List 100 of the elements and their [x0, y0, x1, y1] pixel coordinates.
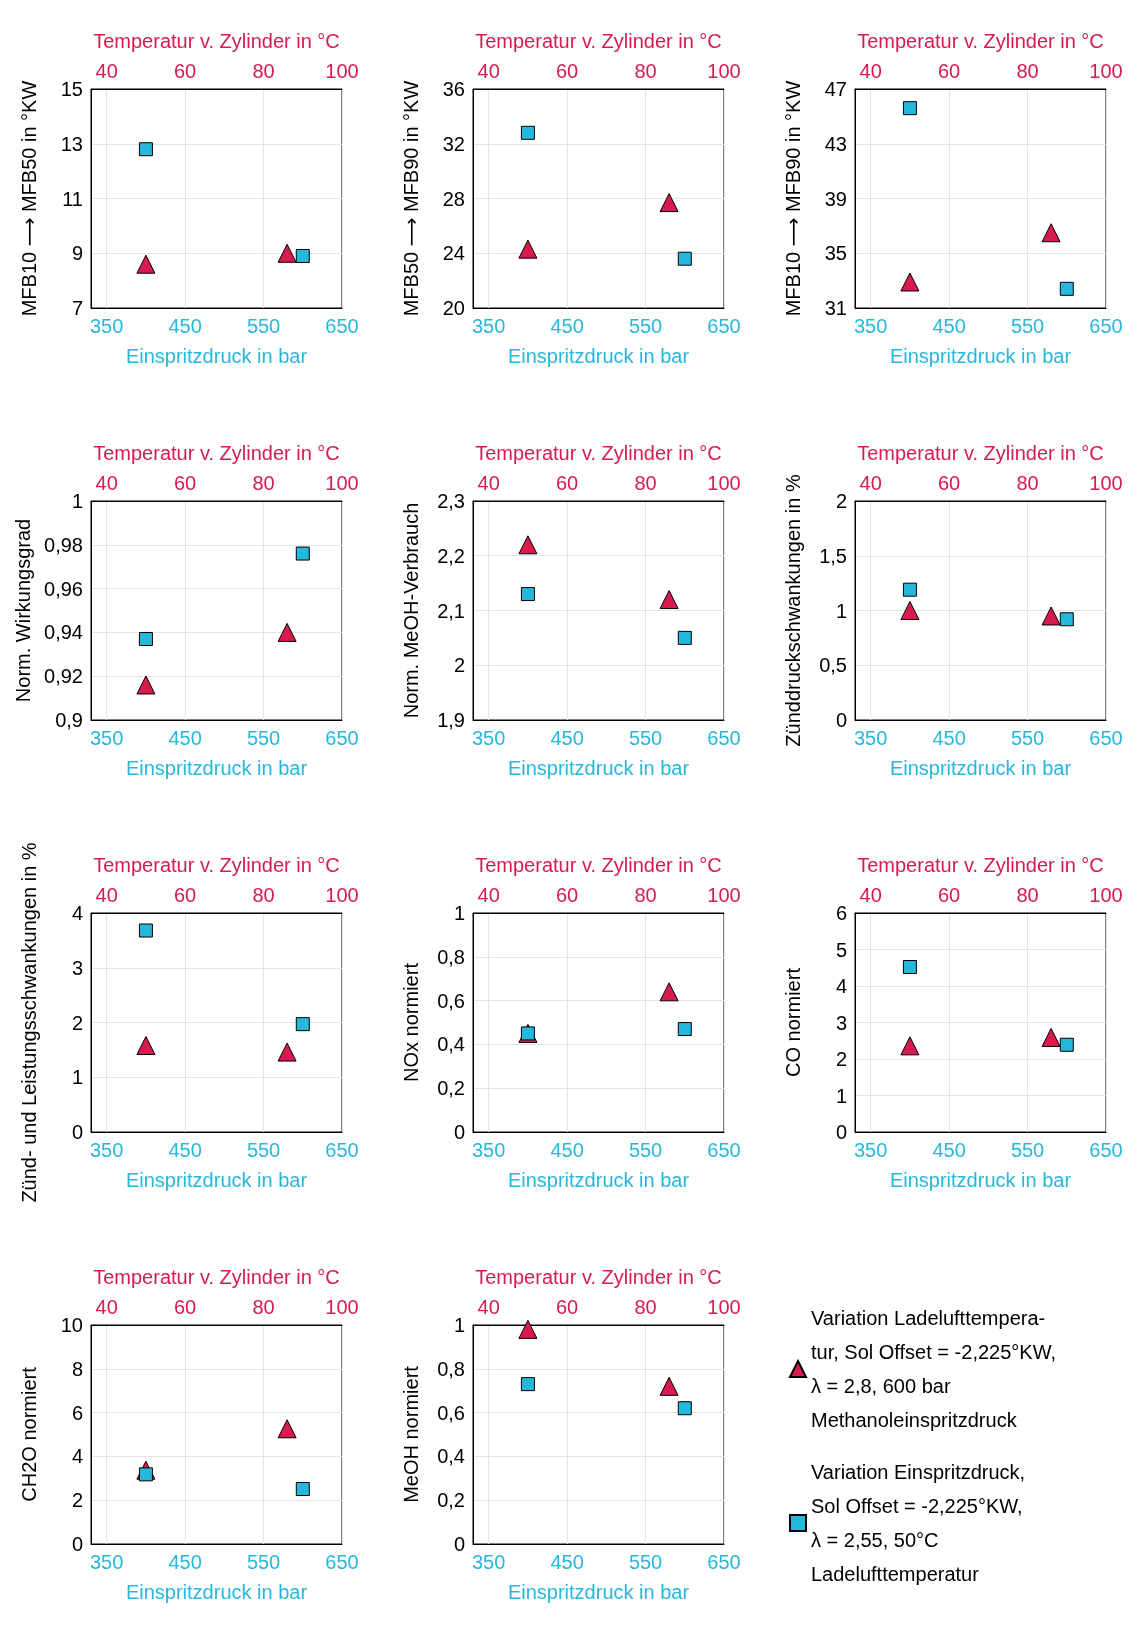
y-tick-label: 8	[71, 1357, 83, 1380]
y-tick-label: 1,5	[819, 544, 847, 567]
x2-tick-label: 40	[859, 472, 882, 494]
x-axis-title: Einspritzdruck in bar	[507, 1169, 690, 1191]
x-tick-label: 350	[90, 727, 124, 749]
x-tick-label: 450	[550, 315, 584, 337]
y-tick-label: 39	[824, 187, 847, 210]
y-tick-label: 2,3	[437, 490, 465, 512]
x-tick-label: 450	[932, 727, 966, 749]
y-tick-label: 2	[835, 1048, 847, 1070]
x2-tick-label: 100	[1089, 884, 1123, 906]
x-tick-label: 450	[932, 1139, 966, 1161]
y-axis-title: NOx normiert	[400, 962, 422, 1082]
x2-tick-label: 60	[938, 884, 961, 906]
x-tick-label: 550	[246, 727, 281, 749]
x2-axis-title: Temperatur v. Zylinder in °C	[475, 854, 722, 876]
y-tick-label: 1,9	[437, 709, 465, 731]
x2-axis-title: Temperatur v. Zylinder in °C	[857, 30, 1104, 52]
x-tick-label: 650	[325, 315, 359, 337]
x2-axis-title: Temperatur v. Zylinder in °C	[857, 442, 1104, 464]
y-tick-label: 0,8	[437, 1357, 465, 1380]
x-tick-label: 550	[246, 315, 281, 337]
y-tick-label: 2,1	[437, 599, 465, 622]
x2-tick-label: 60	[938, 60, 961, 82]
x-tick-label: 350	[854, 727, 888, 749]
y-tick-label: 0,6	[437, 1401, 465, 1424]
y-tick-label: 28	[442, 187, 465, 210]
y-tick-label: 1	[71, 1066, 83, 1089]
y-tick-label: 0,4	[437, 1445, 465, 1468]
x-axis-title: Einspritzdruck in bar	[125, 757, 308, 779]
x2-tick-label: 100	[325, 472, 359, 494]
x-tick-label: 550	[1010, 315, 1045, 337]
y-tick-label: 1	[453, 902, 465, 924]
y-tick-label: 0,8	[437, 945, 465, 968]
y-tick-label: 1	[71, 490, 83, 512]
x2-tick-label: 80	[252, 1296, 275, 1318]
x2-tick-label: 60	[174, 472, 197, 494]
y-axis-title: MFB10 ⟶ MFB90 in °KW	[782, 80, 804, 317]
y-tick-label: 5	[835, 938, 847, 961]
x2-tick-label: 60	[174, 60, 197, 82]
x2-axis-title: Temperatur v. Zylinder in °C	[93, 1266, 340, 1288]
x-tick-label: 650	[325, 1551, 359, 1573]
y-tick-label: 36	[442, 78, 465, 100]
x2-axis-title: Temperatur v. Zylinder in °C	[93, 854, 340, 876]
y-tick-label: 0,6	[437, 989, 465, 1012]
x2-tick-label: 60	[556, 1296, 579, 1318]
y-axis-title: MFB50 ⟶ MFB90 in °KW	[400, 80, 422, 317]
x2-tick-label: 40	[95, 884, 118, 906]
y-tick-label: 9	[71, 242, 83, 265]
y-tick-label: 13	[60, 132, 83, 155]
x2-tick-label: 60	[174, 1296, 197, 1318]
x-axis-title: Einspritzdruck in bar	[125, 1581, 308, 1603]
y-tick-label: 0	[835, 709, 847, 731]
x2-tick-label: 80	[252, 884, 275, 906]
x-tick-label: 450	[550, 1551, 584, 1573]
x-tick-label: 350	[472, 1551, 506, 1573]
x2-tick-label: 40	[477, 1296, 500, 1318]
y-tick-label: 6	[835, 902, 847, 924]
x-tick-label: 550	[1010, 727, 1045, 749]
y-tick-label: 0,4	[437, 1033, 465, 1056]
x2-tick-label: 80	[634, 1296, 657, 1318]
x-axis-title: Einspritzdruck in bar	[125, 1169, 308, 1191]
x-tick-label: 550	[246, 1551, 281, 1573]
x2-tick-label: 60	[556, 472, 579, 494]
y-axis-title: Zünddruckschwankungen in %	[782, 474, 804, 747]
y-tick-label: 0,5	[819, 654, 847, 677]
x-tick-label: 550	[628, 315, 663, 337]
y-tick-label: 0	[453, 1533, 465, 1555]
x-tick-label: 550	[628, 1551, 663, 1573]
x2-tick-label: 100	[707, 472, 741, 494]
y-tick-label: 0,2	[437, 1077, 465, 1100]
x2-tick-label: 100	[707, 60, 741, 82]
y-tick-label: 43	[824, 132, 847, 155]
x-tick-label: 450	[168, 1139, 202, 1161]
x2-tick-label: 40	[477, 472, 500, 494]
y-tick-label: 10	[60, 1314, 83, 1336]
y-tick-label: 0	[71, 1533, 83, 1555]
x2-tick-label: 100	[325, 60, 359, 82]
y-tick-label: 0	[453, 1121, 465, 1143]
legend-label: Variation Ladelufttempera- tur, Sol Offset = -2,225°KW, λ = 2,8, 600 bar Methanoleinspritzdruck	[811, 1307, 1056, 1431]
y-tick-label: 11	[62, 187, 83, 210]
y-axis-title: Zünd- und Leistungsschwankungen in %	[18, 842, 40, 1203]
y-tick-label: 0,98	[44, 533, 83, 556]
y-tick-label: 24	[442, 242, 465, 265]
y-tick-label: 47	[824, 78, 847, 100]
y-tick-label: 4	[71, 1445, 83, 1468]
y-axis-title: Norm. Wirkungsgrad	[12, 518, 35, 703]
x-tick-label: 650	[1089, 315, 1123, 337]
x2-tick-label: 80	[634, 60, 657, 82]
x2-tick-label: 40	[477, 884, 500, 906]
y-tick-label: 4	[71, 902, 83, 924]
y-tick-label: 3	[71, 956, 83, 979]
y-tick-label: 2	[835, 490, 847, 512]
x-tick-label: 350	[472, 727, 506, 749]
x2-tick-label: 100	[707, 884, 741, 906]
y-axis-title: Norm. MeOH-Verbrauch	[400, 502, 422, 719]
x2-axis-title: Temperatur v. Zylinder in °C	[857, 854, 1104, 876]
x2-tick-label: 40	[859, 60, 882, 82]
y-tick-label: 0,94	[44, 621, 83, 644]
x-tick-label: 450	[168, 1551, 202, 1573]
